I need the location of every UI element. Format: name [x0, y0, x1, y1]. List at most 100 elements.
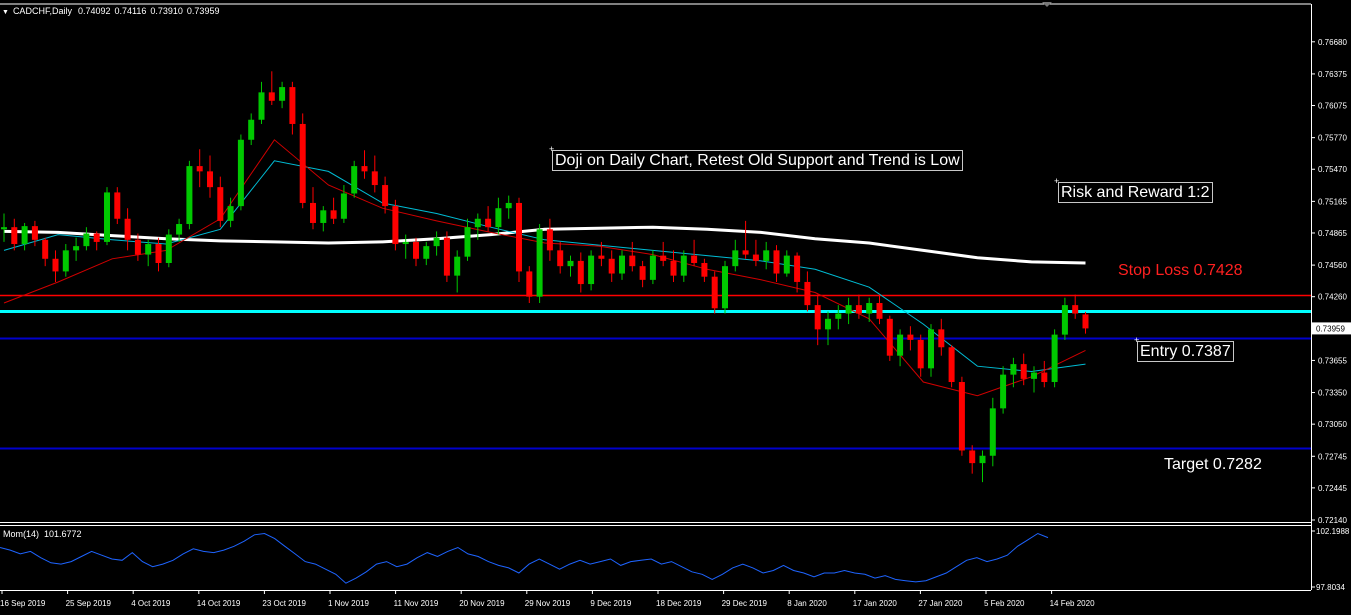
candle-body — [732, 250, 739, 267]
target-label[interactable]: Target 0.7282 — [1164, 456, 1262, 473]
candle — [938, 318, 945, 356]
candle-body — [248, 119, 255, 140]
candle-body — [557, 250, 564, 267]
candle-body — [134, 239, 141, 255]
candle — [485, 206, 492, 232]
anchor-marker: + — [549, 144, 555, 154]
candle — [979, 450, 986, 483]
moving-average-line — [3, 139, 1086, 397]
doji-annotation[interactable]: Doji on Daily Chart, Retest Old Support … — [552, 150, 963, 171]
candle-body — [928, 329, 934, 369]
candle — [711, 271, 718, 314]
candle — [722, 260, 728, 314]
candle — [969, 445, 976, 474]
candle — [248, 113, 255, 146]
candle — [176, 218, 183, 242]
candle — [1082, 311, 1089, 334]
candle-body — [340, 193, 347, 219]
anchor-marker: + — [1134, 335, 1140, 345]
candle — [93, 231, 100, 251]
candle-body — [433, 237, 440, 247]
triangle-down-icon[interactable]: ▼ — [2, 9, 9, 16]
time-tick-label: 8 Jan 2020 — [787, 599, 827, 608]
candle — [258, 81, 265, 124]
current-price-label: 0.73959 — [1316, 324, 1345, 333]
candle-body — [917, 339, 924, 369]
candle-body — [619, 255, 625, 274]
candle — [649, 250, 656, 285]
candle-body — [660, 255, 667, 261]
candle-body — [516, 202, 522, 272]
candle — [670, 250, 677, 282]
high-price: 0.74116 — [114, 6, 147, 16]
candle — [897, 329, 904, 367]
symbol-name: CADCHF,Daily — [12, 6, 72, 16]
open-price: 0.74092 — [77, 6, 111, 16]
indicator-header: Mom(14) 101.6772 — [3, 529, 82, 539]
price-tick-label: 0.76075 — [1318, 102, 1347, 111]
candle-body — [691, 255, 698, 263]
candle — [464, 218, 471, 261]
candle-body — [886, 318, 893, 356]
candle-body — [52, 258, 59, 272]
candle-body — [73, 246, 80, 251]
symbol-header: ▼ CADCHF,Daily 0.74092 0.74116 0.73910 0.7395… — [2, 6, 223, 16]
candle — [371, 155, 378, 193]
candle-body — [804, 281, 811, 306]
price-tick-label: 0.74260 — [1318, 293, 1347, 302]
candle — [773, 245, 780, 282]
candle — [1072, 294, 1079, 319]
candle — [186, 160, 193, 230]
candle-body — [392, 206, 399, 245]
candle-body — [104, 192, 110, 242]
candle-body — [1041, 372, 1048, 383]
candle — [1061, 297, 1068, 340]
panel-collapse-icon[interactable] — [1042, 2, 1052, 7]
candle-body — [763, 250, 770, 261]
candle-body — [196, 166, 203, 172]
candle-body — [299, 123, 306, 203]
candle-body — [443, 237, 450, 276]
candle-body — [423, 246, 430, 259]
candle-body — [608, 258, 615, 274]
price-tick-label: 0.75470 — [1318, 165, 1347, 174]
price-tick-label: 0.76375 — [1318, 70, 1347, 79]
candle — [279, 81, 286, 109]
candle — [907, 326, 914, 351]
price-tick-label: 0.73050 — [1318, 420, 1347, 429]
time-tick-label: 11 Nov 2019 — [394, 599, 439, 608]
price-tick-label: 0.76680 — [1318, 38, 1347, 47]
candle — [1020, 353, 1027, 386]
candle — [134, 233, 141, 261]
close-price: 0.73959 — [186, 6, 220, 16]
candle — [1, 213, 7, 242]
time-tick-label: 1 Nov 2019 — [328, 599, 369, 608]
candle — [11, 218, 18, 251]
entry-annotation[interactable]: Entry 0.7387 — [1137, 341, 1234, 362]
candle-body — [701, 262, 708, 277]
risk-reward-annotation[interactable]: Risk and Reward 1:2 — [1058, 182, 1213, 203]
candle-body — [835, 313, 842, 319]
candle-body — [320, 210, 327, 223]
candle-body — [649, 255, 656, 280]
candle-body — [371, 171, 378, 186]
candle-body — [722, 266, 728, 309]
candle — [989, 397, 996, 467]
price-tick-label: 0.75770 — [1318, 134, 1347, 143]
candle — [31, 220, 38, 247]
price-tick-label: 0.72445 — [1318, 484, 1347, 493]
candle-body — [958, 382, 965, 451]
candle — [299, 113, 306, 209]
candle — [413, 237, 419, 267]
candle-body — [361, 166, 368, 172]
price-tick-label: 0.75165 — [1318, 197, 1347, 206]
candle-body — [495, 208, 502, 228]
candle — [495, 197, 502, 235]
candle — [330, 197, 337, 225]
candle-body — [1061, 305, 1068, 335]
candle — [227, 197, 234, 228]
candle — [454, 250, 461, 293]
candle-body — [289, 87, 296, 124]
stop-loss-label[interactable]: Stop Loss 0.7428 — [1118, 262, 1243, 279]
time-tick-label: 29 Nov 2019 — [525, 599, 571, 608]
